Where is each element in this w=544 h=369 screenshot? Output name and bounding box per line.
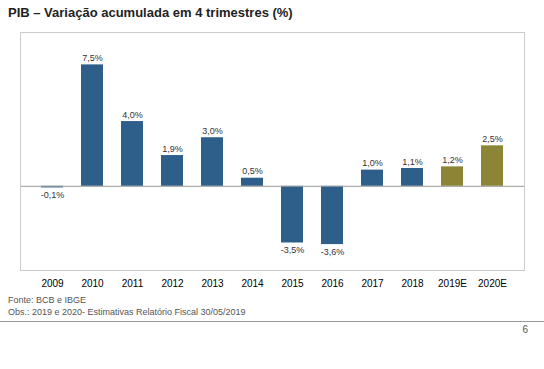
svg-text:-0,1%: -0,1% xyxy=(41,190,65,200)
svg-text:2,5%: 2,5% xyxy=(482,134,503,144)
html-text:Obs.: 2019 e 2020- Estimativas: Obs.: 2019 e 2020- Estimativas Relatório… xyxy=(8,307,246,317)
svg-text:3,0%: 3,0% xyxy=(202,126,223,136)
svg-text:2017: 2017 xyxy=(361,278,384,289)
svg-text:-3,6%: -3,6% xyxy=(321,247,345,257)
svg-text:2019E: 2019E xyxy=(438,278,467,289)
svg-text:0,5%: 0,5% xyxy=(242,166,263,176)
svg-text:2012: 2012 xyxy=(161,278,184,289)
svg-text:1,9%: 1,9% xyxy=(162,144,183,154)
svg-text:2010: 2010 xyxy=(81,278,104,289)
svg-text:2016: 2016 xyxy=(321,278,344,289)
svg-text:1,2%: 1,2% xyxy=(442,155,463,165)
svg-text:4,0%: 4,0% xyxy=(122,110,143,120)
svg-text:2014: 2014 xyxy=(241,278,264,289)
svg-text:2011: 2011 xyxy=(122,278,144,289)
html-text:PIB – Variação acumulada em 4: PIB – Variação acumulada em 4 trimestres… xyxy=(8,5,293,20)
html-text:Fonte: BCB e IBGE: Fonte: BCB e IBGE xyxy=(8,295,86,305)
svg-text:7,5%: 7,5% xyxy=(82,53,103,63)
svg-text:2013: 2013 xyxy=(201,278,224,289)
svg-text:1,0%: 1,0% xyxy=(362,158,383,168)
svg-text:2009: 2009 xyxy=(41,278,64,289)
svg-text:-3,5%: -3,5% xyxy=(281,245,305,255)
svg-text:2020E: 2020E xyxy=(478,278,507,289)
svg-text:2015: 2015 xyxy=(281,278,304,289)
svg-text:2018: 2018 xyxy=(401,278,424,289)
html-text:6: 6 xyxy=(522,324,528,335)
svg-text:1,1%: 1,1% xyxy=(402,157,423,167)
